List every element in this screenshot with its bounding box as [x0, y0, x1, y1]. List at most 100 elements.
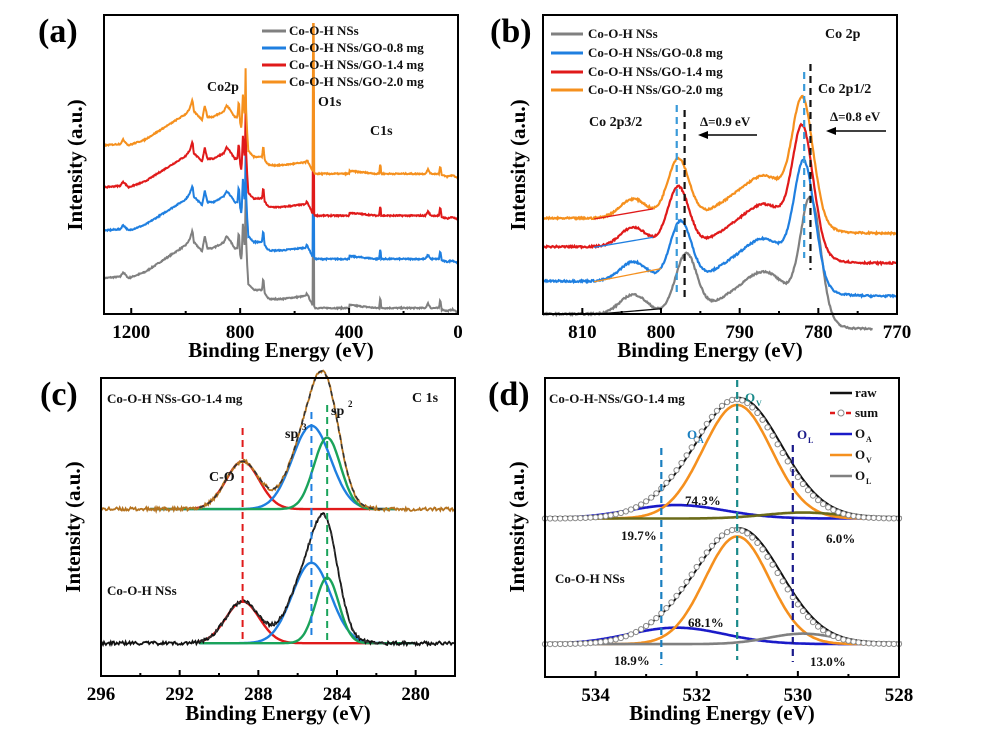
sum-point — [557, 515, 564, 522]
sum-point — [562, 640, 569, 648]
annotation-c-o: C-O — [209, 470, 235, 485]
panel-a-ylabel: Intensity (a.u.) — [63, 99, 87, 230]
ref-o: O — [745, 390, 755, 405]
sum-point — [663, 605, 670, 612]
sum-point — [587, 640, 594, 647]
sum-point — [860, 639, 867, 647]
panel-d-frame — [544, 377, 900, 678]
annotation-co-2p1-2: Co 2p1/2 — [818, 82, 871, 97]
arrow-delta-0.8 — [826, 127, 886, 135]
panel-c-label: (c) — [40, 376, 78, 413]
sum-point — [739, 397, 746, 404]
sum-point — [607, 512, 614, 519]
sum-point — [678, 586, 685, 593]
legend-o: O — [855, 468, 865, 483]
sum-point — [749, 534, 756, 541]
component-sp3 — [150, 424, 395, 511]
sum-point — [769, 561, 776, 568]
sum-point — [698, 556, 705, 563]
sum-point — [708, 542, 716, 550]
sum-point — [744, 400, 751, 407]
sum-point — [617, 634, 625, 642]
percent-ov-bottom: 68.1% — [688, 615, 724, 630]
sum-point — [627, 631, 635, 638]
legend-sub: V — [866, 456, 872, 465]
sum-point — [688, 571, 695, 578]
sum-point — [759, 416, 766, 423]
satellite-baseline — [594, 208, 654, 220]
sum-point — [875, 640, 882, 647]
percent-oa-bottom: 18.9% — [614, 653, 650, 668]
sum-point — [708, 413, 716, 420]
panel-b-plot-area — [542, 64, 897, 331]
sum-point — [754, 409, 761, 417]
sum-point — [809, 492, 817, 499]
legend-label: Co-O-H NSs/GO-2.0 mg — [588, 82, 723, 97]
panel-b-title: Co 2p — [825, 27, 861, 42]
sum-point — [825, 504, 832, 511]
ref-label-ol: O L — [797, 427, 813, 445]
fit-envelope-0 — [199, 370, 386, 510]
x-tick-label: 1200 — [112, 322, 150, 343]
panel-a-xlabel: Binding Energy (eV) — [188, 338, 374, 362]
panel-a-plot-area — [103, 23, 459, 314]
sum-point — [617, 509, 625, 517]
x-tick-label: 284 — [323, 684, 352, 705]
sum-point — [547, 515, 554, 522]
legend-label: Co-O-H NSs/GO-0.8 mg — [289, 40, 424, 55]
sp2-text: sp — [331, 404, 344, 419]
sum-point — [658, 610, 665, 617]
x-tick-label: 292 — [165, 684, 194, 705]
sum-point — [764, 553, 771, 560]
sum-point — [713, 407, 721, 414]
ref-sub: L — [808, 436, 813, 445]
sum-point — [683, 452, 690, 459]
sum-point — [729, 527, 736, 534]
sum-point — [875, 515, 882, 522]
component-co — [150, 460, 395, 511]
legend-label-sum: sum — [855, 405, 878, 420]
sum-point — [678, 459, 685, 467]
x-tick-label: 288 — [244, 684, 273, 705]
sum-point — [552, 515, 559, 522]
sum-point — [638, 626, 645, 633]
sum-point — [653, 615, 660, 622]
sum-point — [648, 494, 655, 501]
sum-point — [562, 515, 569, 522]
raw-spectrum-0 — [547, 396, 902, 518]
sum-point — [739, 527, 746, 534]
sum-point — [552, 641, 559, 648]
sum-point — [622, 633, 630, 640]
sum-point — [825, 630, 832, 637]
sum-point — [830, 632, 837, 640]
x-tick-label: 770 — [883, 322, 912, 343]
legend-o: O — [855, 426, 865, 441]
sum-point — [845, 637, 852, 644]
sum-point — [815, 497, 822, 504]
spectrum-label-co-o-h: Co-O-H NSs — [107, 583, 177, 598]
panel-c-plot-area — [100, 369, 455, 648]
sum-point — [582, 514, 589, 522]
panel-b-label: (b) — [490, 13, 532, 50]
sum-point — [804, 613, 812, 621]
sum-point — [850, 512, 857, 520]
annotation-sp3: sp 3 — [285, 422, 307, 442]
spectrum-label-go-1.4: Co-O-H-NSs/GO-1.4 mg — [549, 391, 685, 406]
sum-point — [567, 515, 574, 522]
annotation-delta-0.9: Δ=0.9 eV — [700, 114, 751, 129]
legend-label: Co-O-H NSs — [588, 26, 658, 41]
sum-point — [572, 515, 579, 522]
sum-point — [724, 529, 731, 536]
sum-point — [885, 640, 893, 648]
sum-point — [870, 514, 877, 522]
legend-label: Co-O-H NSs/GO-1.4 mg — [289, 57, 424, 72]
ref-sub: V — [756, 399, 762, 408]
sum-point — [840, 636, 847, 643]
sum-point — [840, 510, 847, 517]
panel-a-frame — [103, 14, 459, 315]
sum-point — [820, 627, 827, 634]
legend-label-raw: raw — [855, 385, 877, 400]
series-line-2 — [104, 91, 459, 221]
x-tick-label: 780 — [804, 322, 833, 343]
series-line-2 — [542, 122, 897, 267]
